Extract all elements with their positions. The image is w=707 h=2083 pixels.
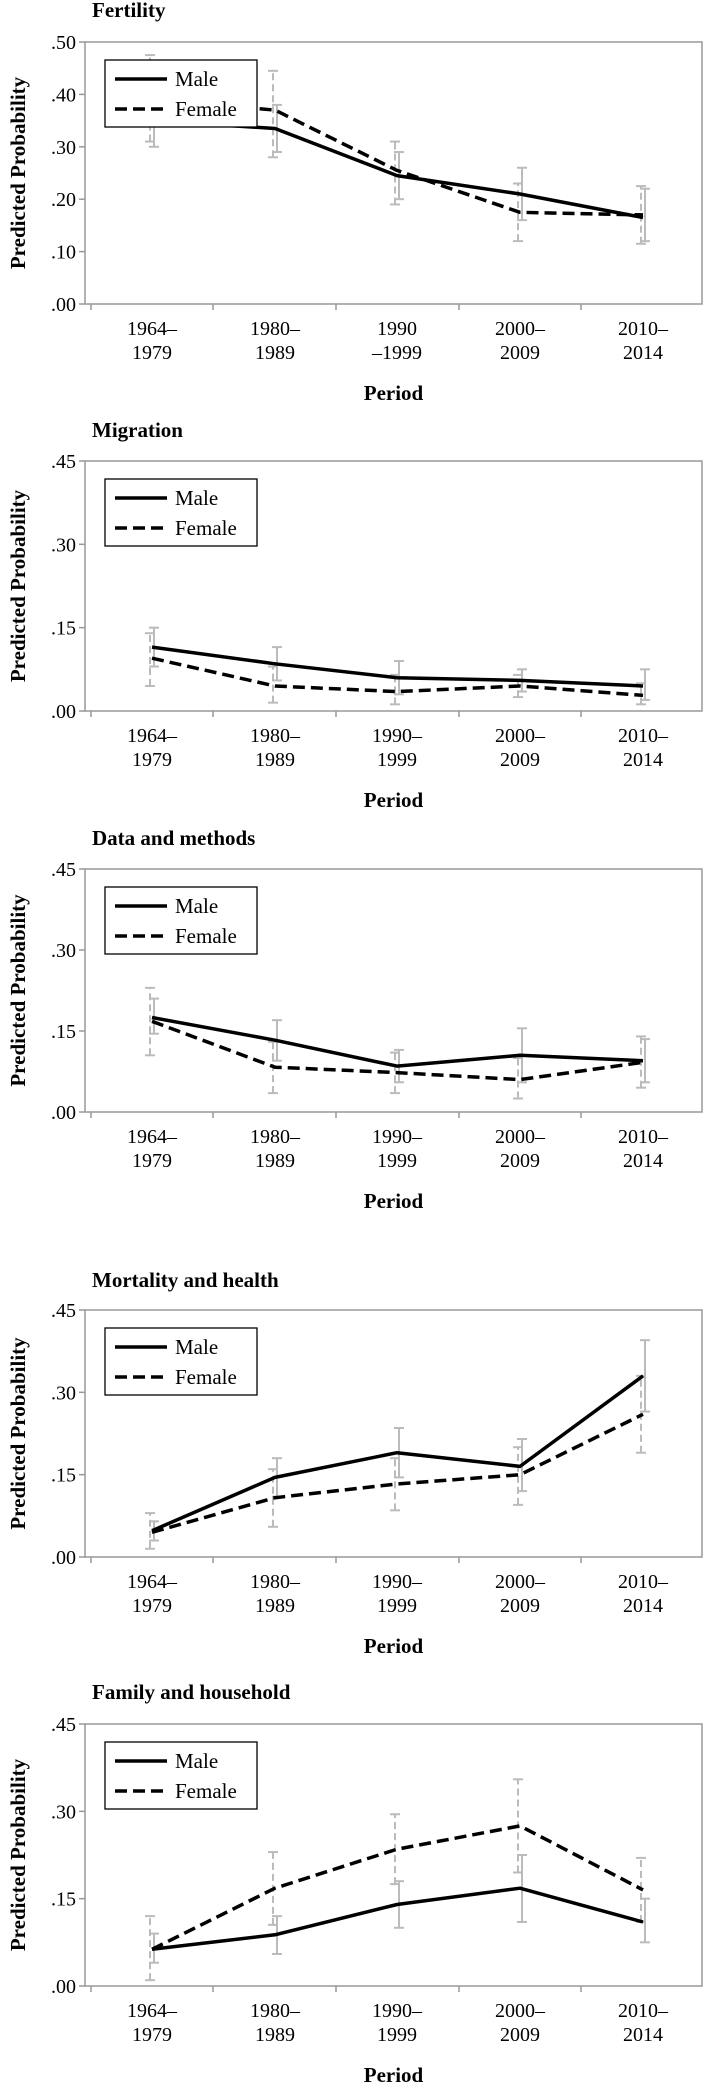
- legend-label-male: Male: [175, 1335, 218, 1359]
- series-line-male: [151, 1886, 644, 1952]
- y-axis-label: Predicted Probability: [6, 1758, 30, 1951]
- y-tick-label: .45: [51, 859, 76, 881]
- x-tick-label: 1964– 1979: [127, 318, 178, 364]
- chart-svg: .00 .15 .30 .45 1964– 1979 1980– 1989 1990– 1999 2…: [6, 1714, 703, 2083]
- x-tick-label: 1990–1999: [372, 1126, 423, 1172]
- y-tick-label: .30: [51, 534, 76, 556]
- y-tick-label: .15: [51, 1465, 76, 1487]
- legend-label-female: Female: [175, 97, 237, 121]
- y-tick-label: .45: [51, 1714, 76, 1736]
- plot-frame: [84, 460, 703, 712]
- panel-title: Mortality and health: [92, 1268, 279, 1292]
- y-tick-label: .00: [51, 1976, 76, 1998]
- y-tick-label: .30: [51, 1801, 76, 1823]
- legend-label-male: Male: [175, 67, 218, 91]
- x-axis-label: Period: [364, 381, 424, 405]
- y-tick-label: .20: [51, 189, 76, 211]
- x-tick-label: 2000– 2009: [495, 318, 546, 364]
- x-axis-label: Period: [364, 1189, 424, 1213]
- x-tick-label: 2010– 2014: [618, 1571, 669, 1617]
- y-tick-label: .45: [51, 451, 76, 473]
- y-tick-label: .15: [51, 1021, 76, 1043]
- x-tick-label: 2000– 2009: [495, 1126, 546, 1172]
- y-tick-label: .30: [51, 940, 76, 962]
- panel-title: Data and methods: [92, 826, 256, 850]
- y-tick-label: .00: [51, 701, 76, 723]
- x-tick-label: 1980– 1989: [250, 318, 301, 364]
- chart-svg: .00 .10 .20 .30 .40 .50 1964– 1979 1980– 1989 1990…: [6, 32, 703, 405]
- legend-label-male: Male: [175, 894, 218, 918]
- plot-frame: [84, 1309, 703, 1558]
- x-tick-label: 2000– 2009: [495, 2000, 546, 2046]
- chart-panel-mortality-and-health: Mortality and health .00 .15 .30 .45 1964– 19…: [0, 1262, 707, 1682]
- x-tick-label: 2010– 2014: [618, 318, 669, 364]
- chart-svg: .00 .15 .30 .45 1964– 1979 1980– 1989 1990– 1999 2…: [6, 451, 703, 812]
- x-tick-label: 1980– 1989: [250, 1571, 301, 1617]
- x-tick-label: 2000– 2009: [495, 725, 546, 771]
- legend-box: [104, 1741, 258, 1810]
- x-axis-label: Period: [364, 788, 424, 812]
- series-line-male: [151, 645, 644, 688]
- y-tick-label: .50: [51, 32, 76, 54]
- legend-label-male: Male: [175, 1749, 218, 1773]
- legend-label-female: Female: [175, 924, 237, 948]
- legend-label-male: Male: [175, 486, 218, 510]
- y-tick-label: .30: [51, 137, 76, 159]
- series-line-female: [151, 1412, 644, 1534]
- x-axis-label: Period: [364, 1634, 424, 1658]
- plot-frame: [84, 868, 703, 1113]
- x-tick-label: 1990–1999: [372, 725, 423, 771]
- chart-panel-fertility: Fertility .00 .10 .20 .30 .40 .50 1964– 1979 198…: [0, 0, 707, 410]
- y-tick-label: .15: [51, 1889, 76, 1911]
- x-tick-label: 1964– 1979: [127, 2000, 178, 2046]
- chart-panel-family-and-household: Family and household .00 .15 .30 .45 1964– 19…: [0, 1672, 707, 2083]
- y-tick-label: .10: [51, 242, 76, 264]
- y-tick-label: .00: [51, 1102, 76, 1124]
- x-tick-label: 2010– 2014: [618, 1126, 669, 1172]
- series-line-male: [151, 1015, 644, 1068]
- chart-svg: .00 .15 .30 .45 1964– 1979 1980– 1989 1990– 1999 2…: [6, 859, 703, 1213]
- chart-panel-data-and-methods: Data and methods .00 .15 .30 .45 1964– 1979 19…: [0, 818, 707, 1238]
- x-tick-label: 1990–1999: [372, 2000, 423, 2046]
- x-tick-label: 2000– 2009: [495, 1571, 546, 1617]
- series-line-female: [151, 1019, 644, 1082]
- panel-title: Migration: [92, 418, 183, 442]
- x-tick-label: 1980– 1989: [250, 1126, 301, 1172]
- legend-box: [104, 478, 258, 547]
- x-tick-label: 1980– 1989: [250, 725, 301, 771]
- x-tick-label: 2010– 2014: [618, 2000, 669, 2046]
- y-tick-label: .40: [51, 84, 76, 106]
- chart-svg: .00 .15 .30 .45 1964– 1979 1980– 1989 1990– 1999 2…: [6, 1300, 703, 1658]
- x-tick-label: 2010– 2014: [618, 725, 669, 771]
- x-axis-label: Period: [364, 2063, 424, 2083]
- legend-label-female: Female: [175, 1779, 237, 1803]
- legend-label-female: Female: [175, 516, 237, 540]
- x-tick-label: 1990–1999: [372, 1571, 423, 1617]
- x-tick-label: 1990–1999: [371, 318, 422, 364]
- x-tick-label: 1980– 1989: [250, 2000, 301, 2046]
- y-tick-label: .15: [51, 618, 76, 640]
- y-axis-label: Predicted Probability: [6, 76, 30, 269]
- plot-frame: [84, 41, 703, 305]
- panel-title: Fertility: [92, 0, 166, 22]
- series-line-female: [151, 1824, 644, 1951]
- y-tick-label: .00: [51, 1547, 76, 1569]
- plot-frame: [84, 1723, 703, 1987]
- x-tick-label: 1964– 1979: [127, 1126, 178, 1172]
- legend-box: [104, 886, 258, 955]
- y-tick-label: .45: [51, 1300, 76, 1322]
- panel-title: Family and household: [92, 1680, 291, 1704]
- x-tick-label: 1964– 1979: [127, 725, 178, 771]
- y-axis-label: Predicted Probability: [6, 489, 30, 682]
- chart-panel-migration: Migration .00 .15 .30 .45 1964– 1979 1980– 1989…: [0, 410, 707, 820]
- y-axis-label: Predicted Probability: [6, 1337, 30, 1530]
- legend-label-female: Female: [175, 1365, 237, 1389]
- y-axis-label: Predicted Probability: [6, 894, 30, 1087]
- series-line-male: [151, 1374, 645, 1533]
- legend-box: [104, 59, 258, 128]
- x-tick-label: 1964– 1979: [127, 1571, 178, 1617]
- legend-box: [104, 1327, 258, 1396]
- y-tick-label: .30: [51, 1382, 76, 1404]
- y-tick-label: .00: [51, 294, 76, 316]
